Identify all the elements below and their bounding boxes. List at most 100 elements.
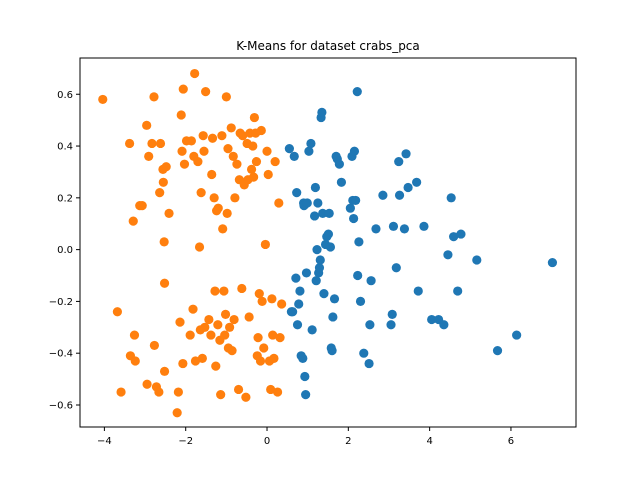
scatter-point-cluster-1 [547, 257, 558, 268]
scatter-point-cluster-0 [128, 216, 138, 226]
scatter-point-cluster-0 [267, 294, 277, 304]
scatter-point-cluster-0 [194, 242, 205, 252]
scatter-point-cluster-0 [220, 309, 231, 319]
y-axis: −0.6 −0.4 −0.2 0.0 0.2 0.4 0.6 [49, 90, 80, 411]
scatter-point-cluster-1 [309, 211, 320, 221]
scatter-point-cluster-1 [294, 299, 304, 309]
scatter-point-cluster-1 [310, 182, 320, 193]
scatter-point-cluster-0 [175, 317, 185, 327]
scatter-point-cluster-0 [274, 198, 284, 208]
scatter-point-cluster-0 [263, 169, 273, 180]
scatter-point-cluster-0 [223, 144, 233, 154]
scatter-point-cluster-1 [327, 346, 337, 356]
scatter-point-cluster-0 [98, 94, 108, 105]
scatter-point-cluster-1 [291, 273, 301, 283]
scatter-point-cluster-0 [225, 322, 235, 332]
scatter-point-cluster-0 [125, 138, 135, 149]
scatter-point-cluster-1 [371, 224, 381, 234]
scatter-point-cluster-1 [391, 263, 401, 273]
scatter-point-cluster-0 [232, 159, 242, 169]
scatter-point-cluster-1 [453, 286, 463, 296]
scatter-point-cluster-0 [256, 125, 266, 136]
scatter-point-cluster-1 [412, 177, 422, 187]
scatter-point-cluster-1 [354, 237, 364, 247]
scatter-point-cluster-0 [137, 201, 147, 211]
scatter-point-cluster-0 [198, 131, 208, 141]
scatter-point-cluster-1 [365, 320, 375, 330]
scatter-point-cluster-1 [311, 276, 321, 286]
scatter-point-cluster-1 [446, 193, 456, 203]
scatter-point-cluster-1 [300, 371, 310, 382]
scatter-point-cluster-1 [427, 314, 437, 325]
scatter-point-cluster-0 [262, 146, 272, 156]
scatter-point-cluster-1 [443, 250, 453, 260]
scatter-point-cluster-1 [449, 232, 459, 242]
scatter-point-cluster-1 [292, 320, 303, 330]
scatter-point-cluster-0 [226, 123, 236, 133]
x-tick-label: 6 [508, 436, 514, 447]
scatter-point-cluster-0 [277, 299, 287, 309]
scatter-point-cluster-0 [190, 68, 200, 79]
scatter-point-cluster-0 [217, 131, 227, 141]
scatter-point-cluster-1 [301, 268, 312, 278]
scatter-point-cluster-0 [251, 156, 262, 167]
scatter-point-cluster-0 [144, 151, 154, 161]
scatter-point-cluster-1 [323, 229, 334, 239]
scatter-point-cluster-0 [248, 141, 258, 151]
scatter-point-cluster-1 [325, 242, 336, 252]
y-tick-label: 0.6 [57, 90, 73, 101]
scatter-point-cluster-1 [366, 276, 376, 286]
scatter-point-cluster-0 [244, 312, 254, 322]
scatter-point-cluster-1 [456, 229, 466, 239]
scatter-point-cluster-0 [216, 390, 226, 400]
scatter-point-cluster-1 [324, 208, 334, 218]
scatter-point-cluster-0 [259, 343, 269, 353]
scatter-point-cluster-1 [386, 320, 396, 330]
scatter-point-cluster-0 [159, 237, 169, 247]
scatter-point-cluster-1 [314, 263, 325, 273]
scatter-point-cluster-1 [334, 159, 344, 169]
scatter-point-cluster-0 [172, 408, 182, 418]
scatter-point-cluster-0 [188, 304, 198, 314]
scatter-point-cluster-1 [301, 390, 311, 400]
scatter-point-cluster-0 [112, 307, 122, 317]
scatter-point-cluster-0 [207, 133, 218, 143]
x-tick-label: −4 [97, 436, 112, 447]
scatter-point-cluster-0 [230, 193, 240, 203]
scatter-point-cluster-0 [164, 208, 174, 218]
scatter-point-cluster-0 [228, 151, 238, 161]
x-tick-label: −2 [178, 436, 193, 447]
scatter-point-cluster-0 [196, 188, 206, 198]
scatter-point-cluster-0 [161, 162, 171, 172]
scatter-point-cluster-0 [154, 387, 164, 397]
scatter-point-cluster-0 [219, 286, 229, 296]
scatter-point-cluster-1 [399, 224, 410, 234]
scatter-point-cluster-0 [246, 164, 257, 174]
scatter-point-cluster-0 [229, 314, 239, 325]
scatter-point-cluster-1 [315, 255, 325, 265]
scatter-point-cluster-1 [328, 312, 338, 322]
x-axis: −4 −2 0 2 4 6 [97, 427, 514, 447]
scatter-point-cluster-0 [227, 346, 237, 356]
scatter-point-cluster-0 [249, 172, 259, 182]
points-layer [98, 68, 558, 418]
scatter-point-cluster-1 [306, 138, 316, 149]
scatter-point-cluster-0 [178, 84, 188, 94]
scatter-point-cluster-1 [394, 190, 405, 200]
scatter-point-cluster-1 [472, 255, 482, 265]
scatter-point-cluster-0 [130, 356, 140, 366]
scatter-point-cluster-0 [185, 330, 195, 340]
scatter-point-cluster-0 [260, 239, 270, 250]
y-tick-label: −0.2 [49, 297, 73, 308]
scatter-point-cluster-0 [129, 330, 140, 340]
scatter-point-cluster-0 [257, 296, 267, 307]
scatter-point-cluster-0 [193, 156, 203, 167]
y-tick-label: −0.6 [49, 400, 73, 411]
scatter-point-cluster-1 [312, 245, 322, 255]
scatter-point-cluster-1 [295, 286, 305, 296]
scatter-point-cluster-0 [270, 156, 280, 167]
scatter-point-cluster-1 [352, 87, 362, 97]
scatter-point-cluster-0 [147, 138, 157, 149]
